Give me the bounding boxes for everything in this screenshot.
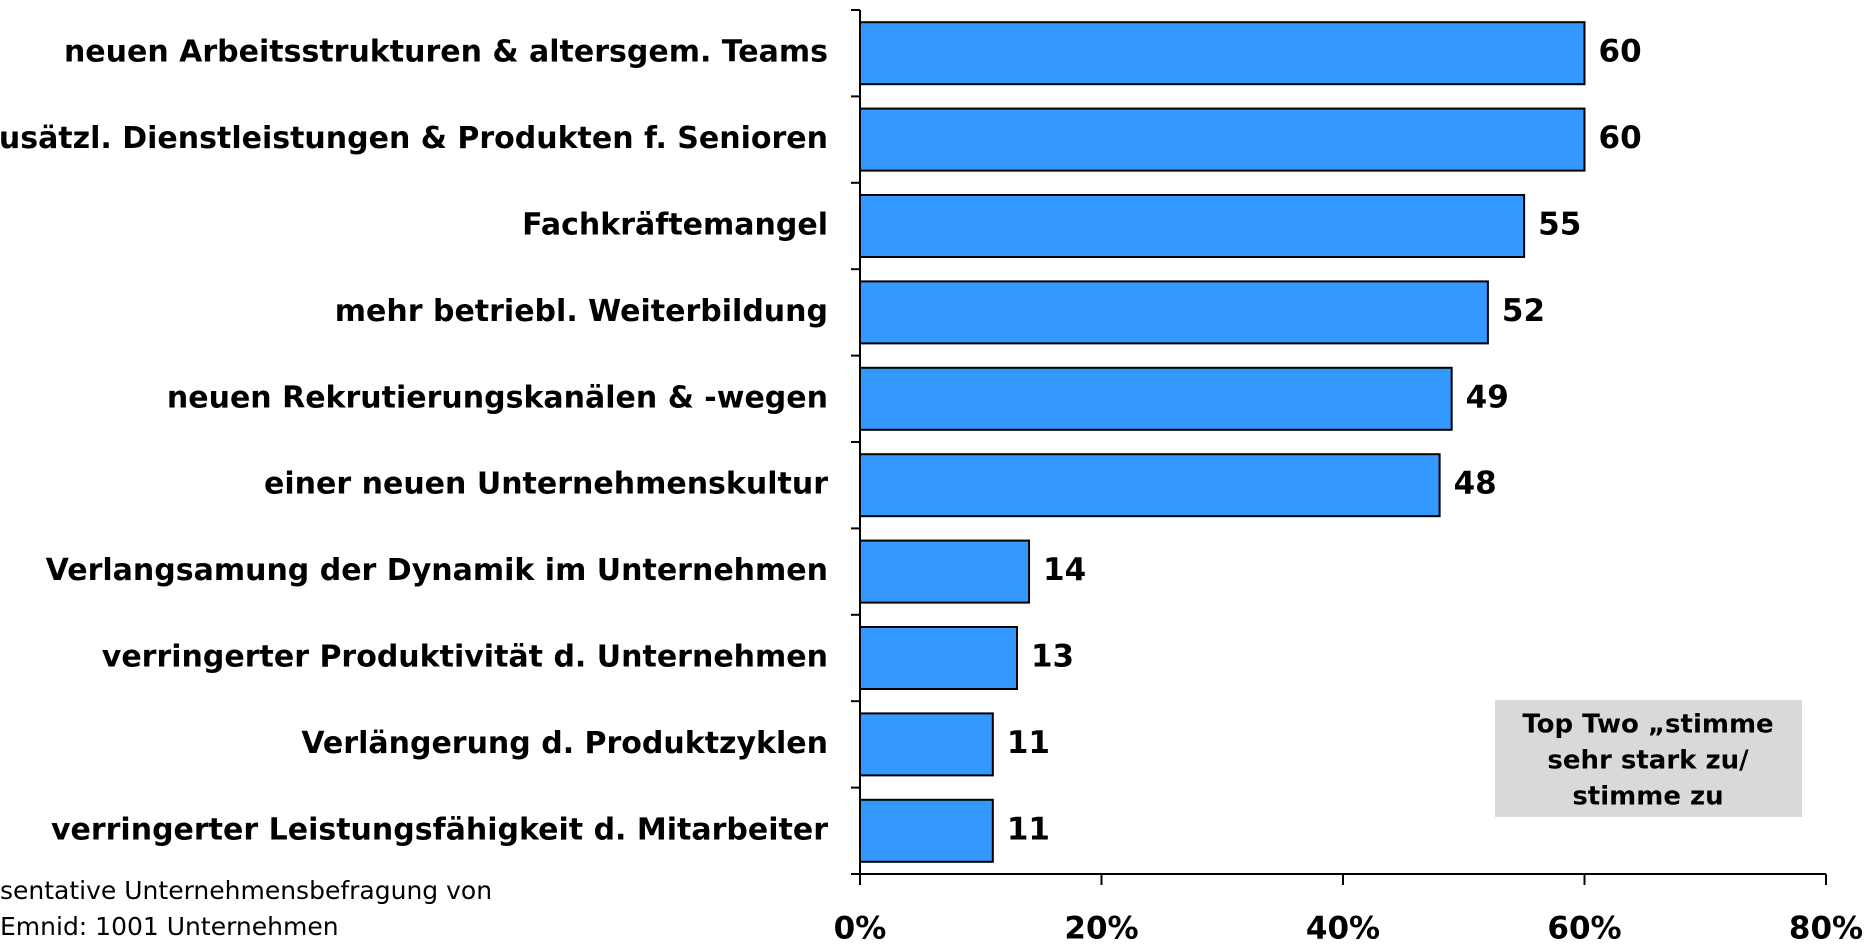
bar (859, 21, 1586, 86)
bar (859, 366, 1453, 431)
y-tick-label: verringerter Leistungsfähigkeit d. Mitar… (51, 812, 828, 847)
bar (859, 539, 1031, 604)
bar (859, 626, 1018, 690)
annotation-box (1495, 700, 1802, 817)
bar (859, 798, 994, 863)
value-label: 52 (1502, 293, 1545, 329)
y-tick-label: mehr betriebl. Weiterbildung (335, 294, 828, 329)
y-tick-label: Fachkräftemangel (522, 208, 828, 243)
y-tick-label: neuen Arbeitsstrukturen & altersgem. Tea… (64, 35, 828, 70)
y-tick-label: neuen Rekrutierungskanälen & -wegen (167, 380, 828, 415)
footnote: Emnid: 1001 Unternehmen (0, 912, 339, 941)
value-label: 60 (1599, 34, 1642, 70)
x-tick-label: 40% (1306, 911, 1380, 945)
y-tick-label: einer neuen Unternehmenskultur (264, 467, 828, 502)
bar (859, 453, 1441, 518)
value-label: 55 (1538, 207, 1581, 243)
x-tick-label: 0% (834, 911, 887, 945)
bar (859, 107, 1586, 172)
annotation: stimme zu (1572, 782, 1723, 812)
bar (859, 712, 994, 777)
value-label: 14 (1043, 552, 1086, 588)
x-tick-label: 20% (1064, 911, 1138, 945)
value-label: 48 (1454, 466, 1497, 502)
value-label: 60 (1599, 120, 1642, 156)
x-tick-label: 80% (1789, 911, 1863, 945)
value-label: 11 (1007, 725, 1050, 761)
value-label: 13 (1031, 639, 1074, 675)
footnote: sentative Unternehmensbefragung von (0, 876, 492, 905)
y-tick-label: verringerter Produktivität d. Unternehme… (102, 640, 828, 675)
bar (859, 280, 1489, 345)
bar (859, 194, 1526, 258)
value-label: 49 (1466, 379, 1509, 415)
value-label: 11 (1007, 811, 1050, 847)
y-tick-label: zusätzl. Dienstleistungen & Produkten f.… (0, 121, 828, 156)
y-tick-label: Verlängerung d. Produktzyklen (301, 726, 828, 761)
y-tick-label: Verlangsamung der Dynamik im Unternehmen (46, 553, 828, 588)
annotation: Top Two „stimme (1522, 710, 1773, 740)
annotation: sehr stark zu/ (1547, 746, 1749, 776)
x-tick-label: 60% (1547, 911, 1621, 945)
